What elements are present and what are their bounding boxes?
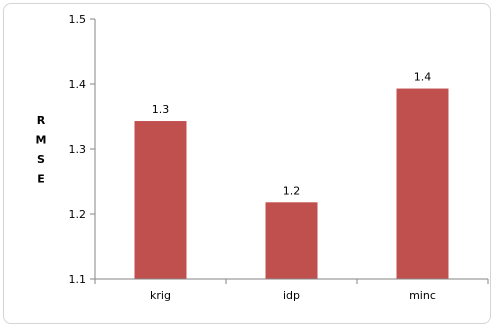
y-tick-label: 1.5	[69, 13, 87, 26]
bars	[134, 88, 449, 279]
bar-minc	[396, 88, 449, 279]
x-axis-ticks: krig idp minc	[94, 279, 489, 302]
y-tick-label: 1.1	[69, 273, 87, 286]
y-axis-label-letter: E	[37, 173, 45, 186]
y-axis-label-letter: S	[37, 153, 45, 166]
data-label: 1.4	[414, 71, 432, 84]
data-label: 1.2	[283, 184, 301, 197]
x-tick-label: idp	[283, 289, 300, 302]
bar-krig	[134, 121, 187, 279]
y-axis-label-letter: M	[36, 134, 47, 147]
y-tick-label: 1.3	[69, 143, 87, 156]
y-tick-label: 1.2	[69, 208, 87, 221]
data-labels: 1.3 1.2 1.4	[152, 71, 432, 198]
y-axis-ticks: 1.1 1.2 1.3 1.4 1.5	[69, 13, 95, 286]
bar-idp	[265, 202, 318, 279]
x-tick-label: minc	[409, 289, 436, 302]
y-axis-label-letter: R	[37, 114, 46, 127]
data-label: 1.3	[152, 103, 170, 116]
y-tick-label: 1.4	[69, 78, 87, 91]
x-tick-label: krig	[150, 289, 171, 302]
